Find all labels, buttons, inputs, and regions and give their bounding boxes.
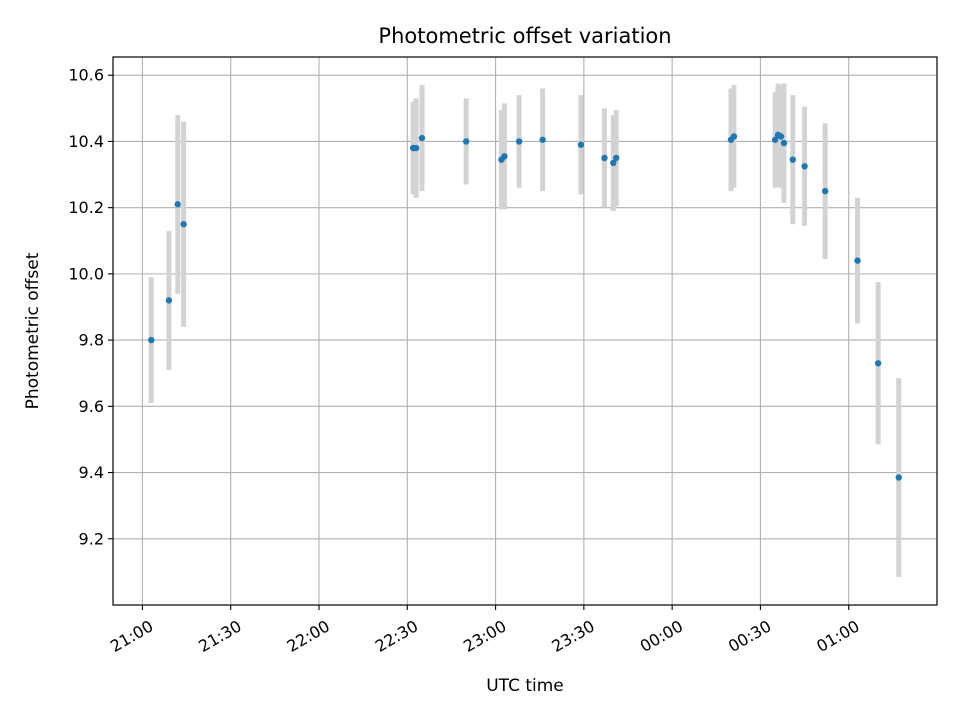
data-points <box>148 131 902 481</box>
data-point <box>501 153 508 160</box>
data-point <box>174 201 181 208</box>
data-point <box>801 163 808 170</box>
data-point <box>730 133 738 140</box>
data-point <box>771 136 779 143</box>
y-tick-label: 10.6 <box>68 66 104 85</box>
data-point <box>613 154 620 162</box>
chart-title: Photometric offset variation <box>378 24 671 48</box>
y-tick-label: 10.0 <box>68 264 104 283</box>
data-point <box>780 139 788 147</box>
y-tick-label: 9.6 <box>79 397 104 416</box>
data-point <box>874 360 882 367</box>
data-point <box>148 336 155 344</box>
data-point <box>418 134 426 142</box>
data-point <box>895 474 902 481</box>
data-point <box>601 154 608 162</box>
data-point <box>180 221 187 228</box>
data-point <box>821 187 829 195</box>
data-point <box>165 297 173 304</box>
data-point <box>515 138 523 145</box>
data-point <box>577 141 585 148</box>
y-axis-title: Photometric offset <box>23 252 43 409</box>
data-point <box>610 159 617 167</box>
data-point <box>412 144 420 152</box>
y-axis-ticks: 9.2 9.4 9.6 9.8 10.0 10.2 10.4 10.6 <box>68 66 113 548</box>
grid-lines <box>113 57 937 605</box>
data-point <box>777 133 785 140</box>
plot-frame <box>112 56 938 606</box>
y-tick-label: 9.4 <box>79 463 104 482</box>
y-tick-label: 9.8 <box>79 331 104 350</box>
x-axis-title: UTC time <box>486 676 564 696</box>
y-tick-label: 10.4 <box>68 132 104 151</box>
y-tick-label: 9.2 <box>79 529 104 548</box>
data-point <box>462 138 470 145</box>
data-point <box>789 156 796 163</box>
data-point <box>539 136 546 143</box>
data-point <box>854 257 861 264</box>
y-tick-label: 10.2 <box>68 198 104 217</box>
